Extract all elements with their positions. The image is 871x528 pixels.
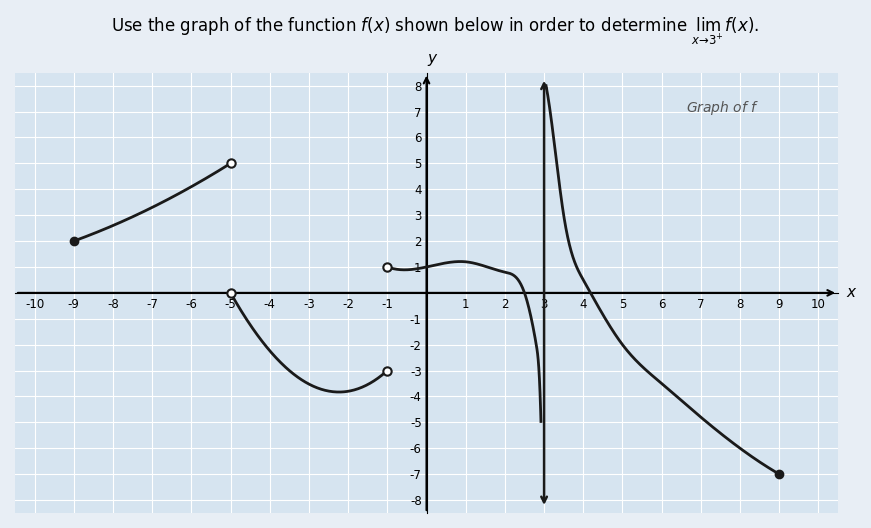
- Text: Graph of $f$: Graph of $f$: [686, 99, 760, 117]
- Text: $y$: $y$: [427, 52, 438, 68]
- Text: $x$: $x$: [846, 285, 857, 300]
- Text: Use the graph of the function $f(x)$ shown below in order to determine $\lim_{x\: Use the graph of the function $f(x)$ sho…: [111, 16, 760, 47]
